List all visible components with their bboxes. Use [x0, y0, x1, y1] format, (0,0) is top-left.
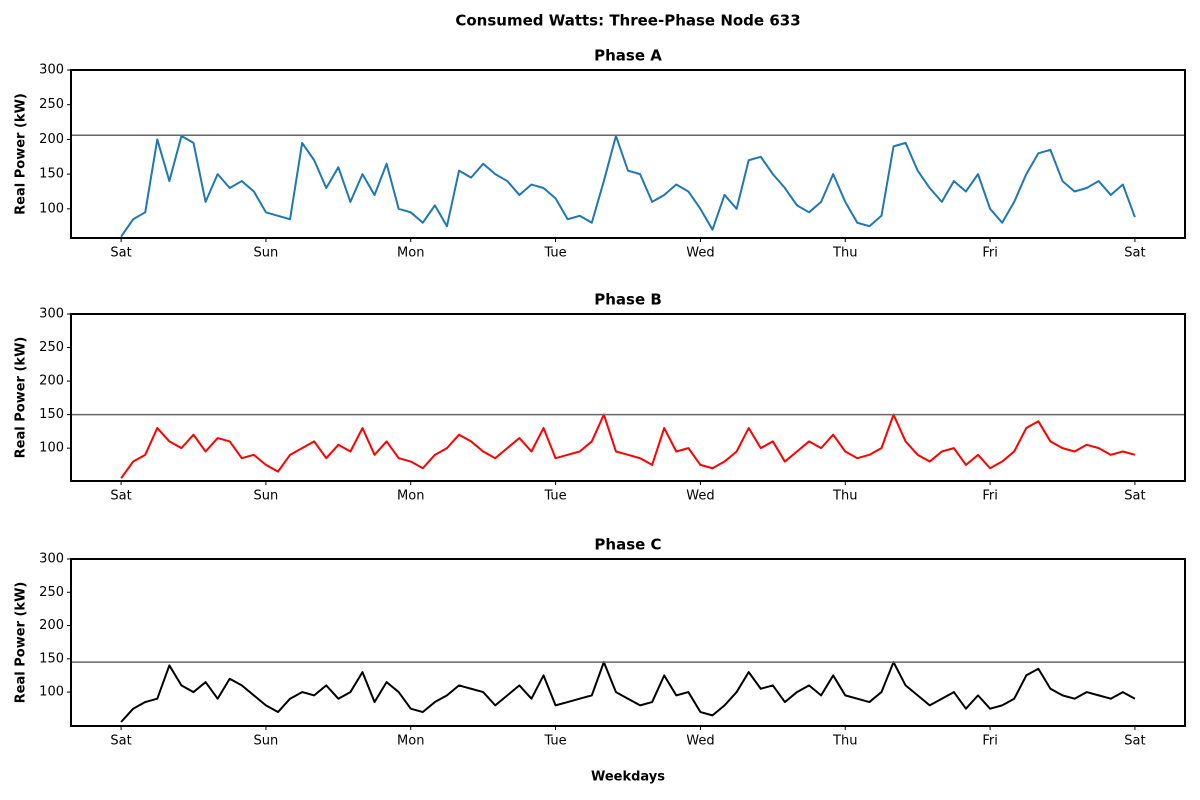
panel-title: Phase C: [594, 536, 661, 554]
x-axis-label: Weekdays: [591, 770, 665, 785]
x-tick-label: Sat: [110, 246, 131, 261]
plot-area: [120, 661, 1136, 723]
y-tick-label: 100: [39, 441, 64, 456]
axes-frame: [70, 313, 1186, 482]
x-tick-label: Fri: [982, 246, 998, 261]
x-tick-label: Thu: [832, 489, 857, 504]
y-tick-label: 300: [39, 63, 64, 78]
x-tick-label: Sun: [254, 734, 279, 749]
x-tick-label: Thu: [832, 734, 857, 749]
panel-title: Phase A: [594, 47, 662, 65]
y-tick-label: 300: [39, 552, 64, 567]
x-tick-label: Wed: [686, 734, 714, 749]
y-tick-label: 200: [39, 374, 64, 389]
y-tick-label: 150: [39, 651, 64, 666]
y-tick-label: 300: [39, 307, 64, 322]
figure-title: Consumed Watts: Three-Phase Node 633: [455, 12, 800, 30]
x-tick-label: Sat: [110, 489, 131, 504]
y-axis-label: Real Power (kW): [14, 93, 29, 215]
x-tick-label: Mon: [397, 489, 424, 504]
x-tick-label: Sun: [254, 246, 279, 261]
x-tick-label: Tue: [543, 489, 566, 504]
x-tick-label: Wed: [686, 246, 714, 261]
y-tick-label: 250: [39, 585, 64, 600]
y-tick-label: 250: [39, 97, 64, 112]
y-tick-label: 200: [39, 132, 64, 147]
x-tick-label: Fri: [982, 734, 998, 749]
plot-area: [120, 413, 1136, 479]
axes-frame: [70, 69, 1186, 239]
x-tick-label: Tue: [543, 246, 566, 261]
x-tick-label: Tue: [543, 734, 566, 749]
data-line: [120, 413, 1136, 479]
x-tick-label: Sat: [110, 734, 131, 749]
x-tick-label: Mon: [397, 734, 424, 749]
y-axis-label: Real Power (kW): [14, 582, 29, 704]
axes-frame: [70, 558, 1186, 727]
x-tick-label: Sun: [254, 489, 279, 504]
plot-area: [120, 134, 1136, 238]
x-tick-label: Mon: [397, 246, 424, 261]
x-tick-label: Sat: [1124, 489, 1145, 504]
y-tick-label: 200: [39, 618, 64, 633]
x-tick-label: Fri: [982, 489, 998, 504]
y-axis-label: Real Power (kW): [14, 337, 29, 459]
y-tick-label: 150: [39, 407, 64, 422]
x-tick-label: Thu: [832, 246, 857, 261]
y-tick-label: 100: [39, 201, 64, 216]
data-line: [120, 134, 1136, 238]
x-tick-label: Wed: [686, 489, 714, 504]
x-tick-label: Sat: [1124, 734, 1145, 749]
panel-title: Phase B: [594, 291, 662, 309]
y-tick-label: 100: [39, 685, 64, 700]
y-tick-label: 150: [39, 167, 64, 182]
data-line: [120, 661, 1136, 723]
y-tick-label: 250: [39, 340, 64, 355]
x-tick-label: Sat: [1124, 246, 1145, 261]
